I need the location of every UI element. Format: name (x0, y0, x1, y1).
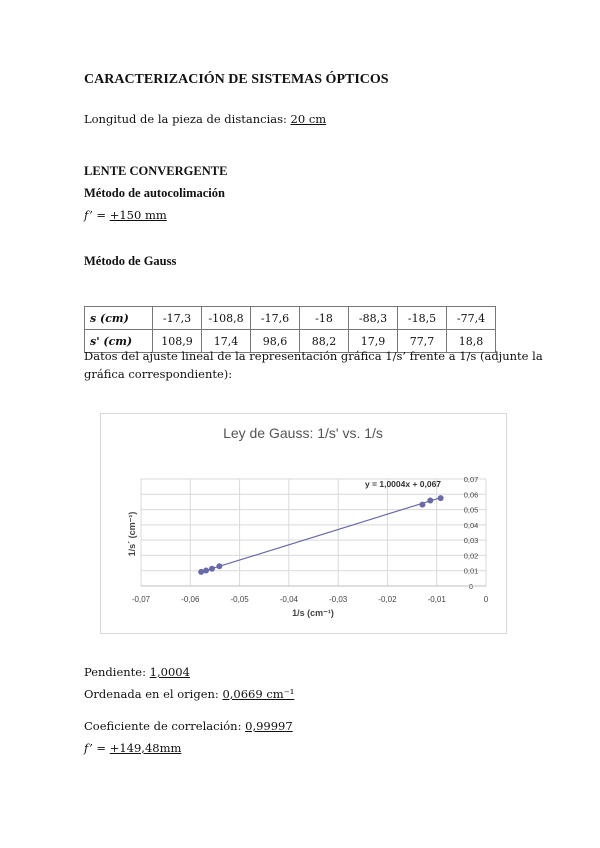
table-cell: 98,6 (250, 329, 300, 353)
longitud-value: 20 cm (290, 112, 327, 126)
pendiente-label: Pendiente: (84, 665, 150, 679)
row-header: s (cm) (84, 306, 153, 330)
longitud-line: Longitud de la pieza de distancias: 20 c… (84, 112, 326, 126)
table-cell: -88,3 (348, 306, 398, 330)
trendline-equation: y = 1,0004x + 0,067 (365, 479, 441, 489)
longitud-label: Longitud de la pieza de distancias: (84, 112, 291, 126)
auto-focal: f’ = +150 mm (84, 208, 167, 222)
fit-text-2: gráfica correspondiente): (84, 367, 233, 381)
row-header: s' (cm) (84, 329, 153, 353)
y-tick-label: 0,01 (464, 567, 479, 576)
x-tick-label: 0 (484, 595, 489, 604)
data-point (427, 497, 434, 504)
x-tick-label: -0,03 (329, 595, 348, 604)
table-cell: 108,9 (152, 329, 202, 353)
table-row: s' (cm) 108,9 17,4 98,6 88,2 17,9 77,7 18,8 (84, 329, 496, 353)
y-tick-label: 0,02 (464, 551, 479, 560)
data-point (419, 501, 426, 508)
table-cell: -108,8 (201, 306, 251, 330)
y-axis-label: 1/s´ (cm⁻¹) (127, 512, 137, 557)
autocolimacion-heading: Método de autocolimación (84, 186, 225, 200)
x-tick-label: -0,06 (181, 595, 200, 604)
table-cell: -17,3 (152, 306, 202, 330)
y-tick-label: 0,04 (464, 521, 479, 530)
x-tick-label: -0,02 (378, 595, 397, 604)
focal-line: f’ = +149,48mm (84, 741, 181, 755)
data-point (203, 567, 210, 574)
y-tick-label: 0,05 (464, 506, 479, 515)
pendiente-value: 1,0004 (149, 665, 190, 679)
table-cell: 18,8 (446, 329, 496, 353)
ordenada-line: Ordenada en el origen: 0,0669 cm⁻¹ (84, 687, 294, 701)
chart-svg: Ley de Gauss: 1/s' vs. 1/s -0,07 -0,06 -0,0… (127, 425, 489, 618)
table-cell: -18 (299, 306, 349, 330)
auto-focal-label: f’ = (84, 208, 110, 222)
data-point (208, 565, 215, 572)
gauss-chart: Ley de Gauss: 1/s' vs. 1/s -0,07 -0,06 -0,0… (100, 413, 507, 634)
table-cell: -18,5 (397, 306, 447, 330)
x-axis-label: 1/s (cm⁻¹) (292, 608, 334, 618)
data-point (198, 568, 205, 575)
measurements-table: s (cm) -17,3 -108,8 -17,6 -18 -88,3 -18,5 -77,4… (84, 306, 496, 353)
table-cell: 77,7 (397, 329, 447, 353)
table-cell: -17,6 (250, 306, 300, 330)
table-row: s (cm) -17,3 -108,8 -17,6 -18 -88,3 -18,5 -77,4 (84, 306, 496, 330)
x-tick-label: -0,04 (280, 595, 299, 604)
focal-value: +149,48mm (109, 741, 182, 755)
correlacion-value: 0,99997 (245, 719, 293, 733)
pendiente-line: Pendiente: 1,0004 (84, 665, 190, 679)
y-tick-label: 0,03 (464, 536, 479, 545)
data-point (216, 563, 223, 570)
y-tick-label: 0,07 (464, 475, 479, 484)
ordenada-label: Ordenada en el origen: (84, 687, 223, 701)
section-heading: LENTE CONVERGENTE (84, 164, 228, 178)
correlacion-line: Coeficiente de correlación: 0,99997 (84, 719, 293, 733)
chart-title: Ley de Gauss: 1/s' vs. 1/s (223, 425, 383, 441)
x-tick-label: -0,07 (132, 595, 151, 604)
auto-focal-value: +150 mm (109, 208, 167, 222)
x-tick-label: -0,01 (428, 595, 447, 604)
y-tick-label: 0,06 (464, 490, 479, 499)
correlacion-label: Coeficiente de correlación: (84, 719, 246, 733)
document-title: CARACTERIZACIÓN DE SISTEMAS ÓPTICOS (84, 72, 389, 87)
focal-label: f’ = (84, 741, 110, 755)
ordenada-value: 0,0669 cm⁻¹ (222, 687, 295, 701)
trendline (200, 497, 441, 573)
x-tick-label: -0,05 (230, 595, 249, 604)
gauss-heading: Método de Gauss (84, 254, 177, 268)
data-point (437, 495, 444, 502)
table-cell: -77,4 (446, 306, 496, 330)
fit-text-1: Datos del ajuste lineal de la representa… (84, 349, 543, 363)
